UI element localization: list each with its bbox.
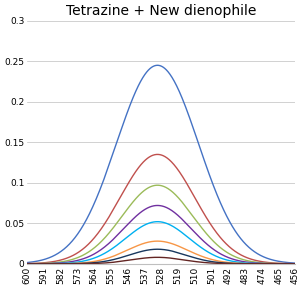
Title: Tetrazine + New dienophile: Tetrazine + New dienophile bbox=[66, 4, 256, 18]
